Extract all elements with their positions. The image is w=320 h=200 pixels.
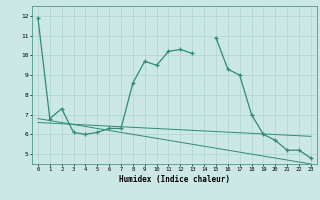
X-axis label: Humidex (Indice chaleur): Humidex (Indice chaleur) [119, 175, 230, 184]
